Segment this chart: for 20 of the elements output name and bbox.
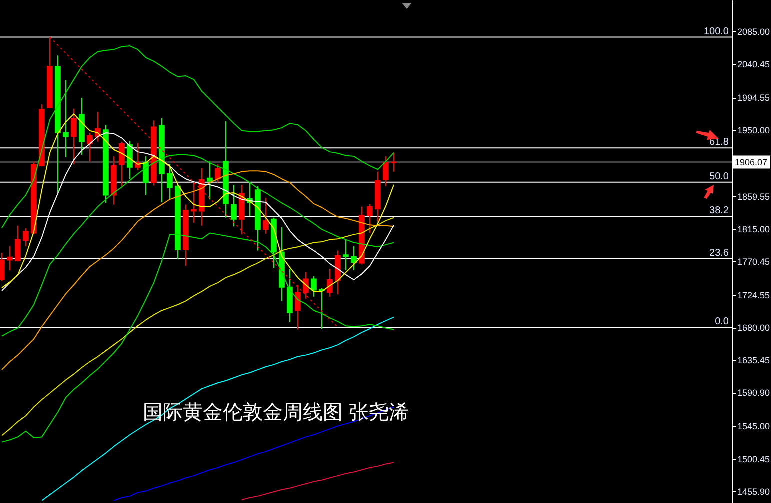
ref-line-label: 1906.07 [735,157,768,168]
y-tick-label: 1635.45 [738,356,770,366]
y-tick-label: 1590.90 [738,388,770,398]
y-tick-label: 1815.00 [738,224,770,234]
y-tick-label: 1770.45 [738,256,770,267]
y-tick-label: 2040.45 [738,60,770,70]
annotation: 100.0 [704,26,730,38]
annotation: 0.0 [715,316,730,328]
annotation: 23.6 [710,248,730,260]
y-tick-label: 1724.55 [738,290,770,300]
y-tick-label: 1500.45 [738,454,770,464]
y-tick-label: 1455.90 [738,486,770,497]
y-tick-label: 2085.00 [738,26,770,37]
annotation: 38.2 [710,206,730,217]
y-tick-label: 1994.55 [738,93,770,104]
y-tick-label: 1859.55 [738,192,770,202]
y-tick-label: 1680.00 [738,323,770,334]
y-tick-label: 1545.00 [738,422,770,432]
y-tick-label: 1950.00 [738,126,770,136]
annotation: 50.0 [710,171,730,182]
